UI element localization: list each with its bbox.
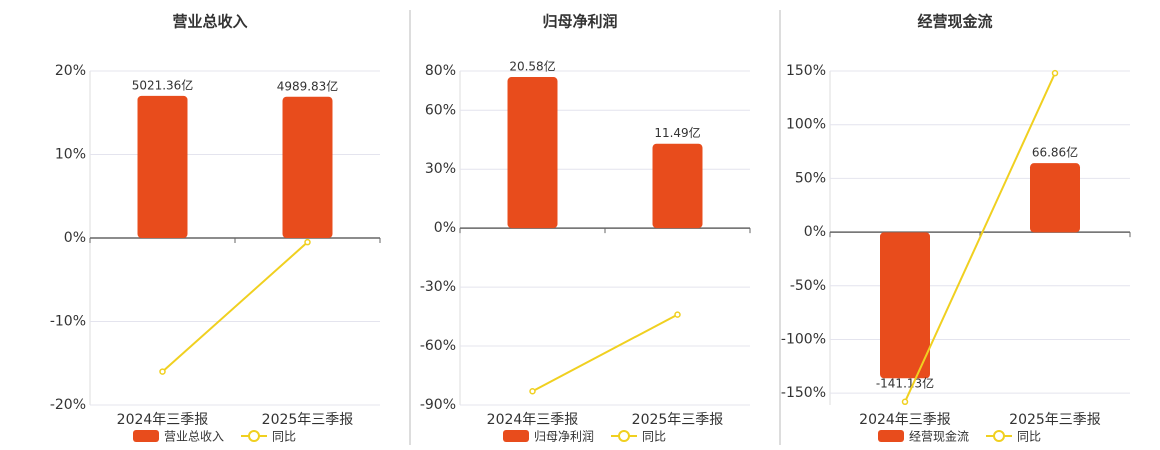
x-tick-label: 2025年三季报 xyxy=(632,412,724,428)
y-tick-label: 50% xyxy=(795,170,826,186)
value-label: 20.58亿 xyxy=(509,59,555,74)
y-tick-label: 0% xyxy=(804,224,826,240)
bar xyxy=(282,96,333,238)
x-tick-label: 2024年三季报 xyxy=(117,412,209,428)
value-label: -141.13亿 xyxy=(876,376,934,391)
point xyxy=(529,387,536,395)
bar xyxy=(507,77,558,229)
x-tick-label: 2024年三季报 xyxy=(487,412,579,428)
legend-label: 同比 xyxy=(1017,430,1041,444)
x-tick-label: 2025年三季报 xyxy=(1009,412,1101,428)
legend-label: 归母净利润 xyxy=(534,430,594,444)
y-tick-label: 0% xyxy=(434,220,456,236)
legend-swatch xyxy=(993,430,1005,442)
y-tick-label: 10% xyxy=(55,147,86,163)
y-tick-label: 60% xyxy=(425,102,456,118)
bar xyxy=(880,232,930,379)
y-tick-label: -150% xyxy=(781,385,826,401)
value-label: 66.86亿 xyxy=(1032,145,1078,160)
y-tick-label: -90% xyxy=(420,397,456,413)
point xyxy=(674,311,681,318)
legend-label: 经营现金流 xyxy=(909,429,969,444)
x-tick-label: 2024年三季报 xyxy=(859,412,951,428)
chart-title: 营业总收入 xyxy=(172,13,247,31)
legend-swatch xyxy=(248,430,260,442)
line xyxy=(161,241,309,373)
y-tick-label: 30% xyxy=(425,161,456,177)
line xyxy=(532,313,678,393)
legend-swatch xyxy=(503,430,529,442)
bar xyxy=(137,95,188,238)
y-tick-label: -100% xyxy=(781,331,826,347)
point xyxy=(159,368,166,375)
y-tick-label: 0% xyxy=(64,230,86,246)
legend-swatch xyxy=(618,430,630,442)
chart-title: 归母净利润 xyxy=(542,13,617,31)
y-tick-label: 20% xyxy=(55,63,86,79)
point xyxy=(901,398,909,406)
y-tick-label: -60% xyxy=(420,338,456,354)
chart-title: 经营现金流 xyxy=(917,13,992,31)
legend-swatch xyxy=(878,430,904,442)
bar xyxy=(652,143,703,229)
x-tick-label: 2025年三季报 xyxy=(262,412,354,428)
legend-label: 同比 xyxy=(272,430,296,444)
value-label: 11.49亿 xyxy=(654,125,700,140)
point xyxy=(304,238,311,246)
legend-label: 营业总收入 xyxy=(164,430,224,444)
y-tick-label: 80% xyxy=(425,63,456,79)
y-tick-label: 150% xyxy=(786,63,826,79)
bar xyxy=(1030,163,1080,233)
y-tick-label: -50% xyxy=(790,278,826,294)
y-tick-label: -30% xyxy=(420,279,456,295)
legend-swatch xyxy=(133,430,159,442)
y-tick-label: -10% xyxy=(50,314,86,330)
value-label: 4989.83亿 xyxy=(277,78,339,93)
value-label: 5021.36亿 xyxy=(132,77,194,92)
point xyxy=(1051,69,1059,77)
legend-label: 同比 xyxy=(642,430,666,444)
line xyxy=(904,72,1056,403)
y-tick-label: 100% xyxy=(786,117,826,133)
y-tick-label: -20% xyxy=(50,397,86,413)
